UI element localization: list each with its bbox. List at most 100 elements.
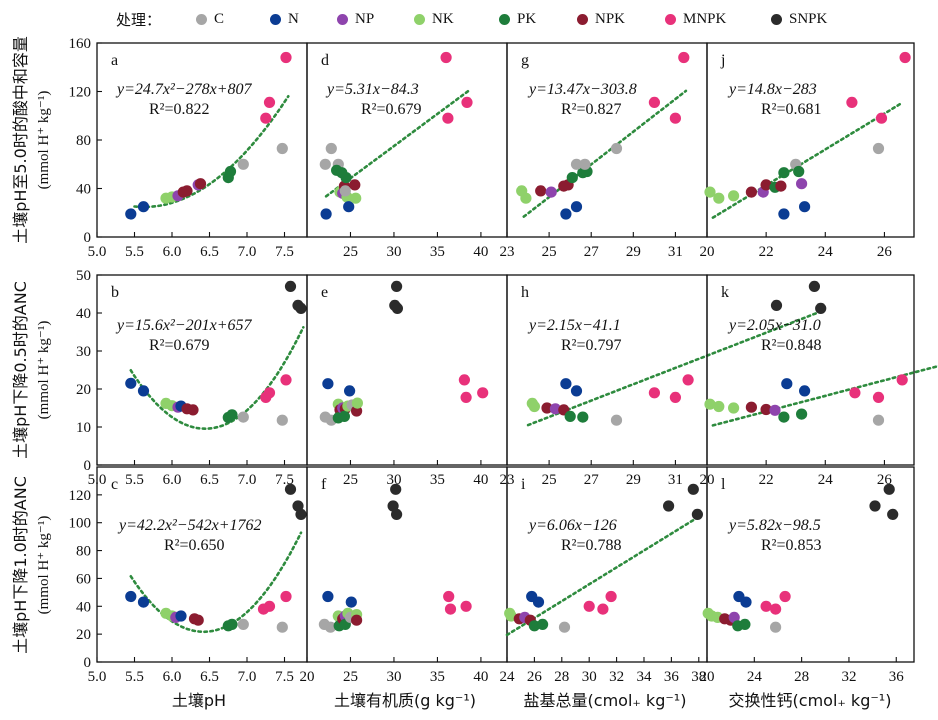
r2-label: R²=0.827 (561, 101, 622, 118)
x-tick-label: 25 (542, 244, 557, 260)
y-tick-label: 120 (69, 85, 92, 101)
data-point-mnpk (849, 387, 861, 399)
x-tick-label: 6.5 (200, 244, 219, 260)
data-point-pk (566, 172, 578, 184)
panel-j: j 20 22 24 26 y=14.8x−283 R²=0.681 (700, 42, 915, 260)
data-point-c (579, 158, 591, 170)
data-point-snpk (883, 483, 895, 495)
fit-line (711, 364, 938, 427)
column-label: 土壤有机质(g kg⁻¹) (334, 691, 476, 710)
data-point-np (796, 178, 808, 190)
y-tick-label: 100 (69, 516, 92, 532)
panel-frame (96, 466, 308, 663)
data-point-npk (351, 614, 363, 626)
legend-item-npk: NPK (577, 8, 625, 30)
data-point-c (610, 142, 623, 155)
data-point-mnpk (678, 51, 690, 64)
data-point-c (339, 185, 351, 197)
x-tick-label: 28 (554, 669, 569, 685)
data-point-pk (739, 618, 751, 631)
data-point-npk (745, 401, 758, 413)
data-point-n (778, 208, 790, 220)
x-tick-label: 7.0 (238, 244, 257, 260)
legend-label: C (214, 10, 225, 27)
data-point-n (322, 590, 334, 603)
x-tick-label: 30 (386, 244, 401, 260)
x-tick-label: 40 (473, 244, 488, 260)
row-label: 土壤pH下降1.0时的ANC (11, 476, 30, 654)
data-point-mnpk (460, 600, 472, 612)
equation-label: y=5.82x−98.5 (727, 517, 821, 534)
legend-item-mnpk: MNPK (665, 8, 726, 30)
data-point-mnpk (263, 96, 276, 108)
data-point-n (570, 385, 583, 397)
column-label: 盐基总量(cmol₊ kg⁻¹) (524, 691, 687, 710)
data-point-c (872, 414, 885, 426)
x-tick-label: 24 (500, 669, 516, 685)
panel-letter: l (721, 476, 726, 493)
x-tick-label: 5.5 (125, 472, 144, 488)
x-tick-label: 7.5 (275, 669, 294, 685)
x-tick-label: 25 (343, 244, 358, 260)
x-tick-label: 36 (889, 669, 905, 685)
equation-label: y=2.15x−41.1 (527, 317, 621, 334)
panel-letter: g (521, 52, 529, 69)
data-point-pk (224, 165, 237, 178)
r2-label: R²=0.679 (361, 101, 422, 118)
data-point-npk (760, 403, 772, 416)
panel-letter: b (111, 284, 119, 301)
data-point-pk (778, 167, 790, 179)
data-point-snpk (391, 508, 403, 520)
data-point-nk (350, 192, 362, 204)
x-tick-label: 5.0 (88, 669, 107, 685)
data-point-mnpk (770, 603, 782, 615)
fit-line (505, 517, 698, 637)
data-point-n (125, 208, 137, 220)
panel-frame (706, 274, 915, 466)
y-tick-label: 0 (84, 458, 92, 474)
y-tick-label: 120 (69, 488, 92, 504)
x-tick-label: 35 (430, 472, 445, 488)
data-point-snpk (295, 508, 307, 520)
data-point-c (276, 621, 288, 633)
x-tick-label: 26 (877, 244, 893, 260)
legend-label: MNPK (683, 10, 727, 27)
data-point-nk (528, 400, 541, 413)
x-tick-label: 24 (818, 472, 834, 488)
panel-letter: c (111, 476, 118, 493)
x-tick-label: 24 (747, 669, 763, 685)
panel-frame (706, 466, 915, 663)
data-point-c (276, 142, 288, 155)
data-point-mnpk (669, 391, 682, 403)
data-point-mnpk (477, 387, 489, 399)
data-point-npk (194, 178, 207, 190)
y-tick-label: 40 (76, 599, 91, 615)
data-point-mnpk (597, 603, 609, 615)
legend-label: NP (355, 10, 375, 27)
row-unit-label: (mmol H⁺ kg⁻¹) (36, 91, 52, 190)
data-point-snpk (284, 483, 297, 495)
data-point-nk (728, 190, 740, 202)
data-point-n (799, 385, 811, 397)
data-point-snpk (887, 508, 899, 520)
r2-label: R²=0.681 (761, 101, 822, 118)
data-point-npk (181, 185, 193, 197)
data-point-mnpk (760, 600, 772, 612)
y-tick-label: 60 (76, 571, 91, 587)
r2-label: R²=0.822 (149, 101, 210, 118)
x-tick-label: 24 (818, 244, 834, 260)
x-tick-label: 5.5 (125, 244, 144, 260)
x-tick-label: 38 (691, 669, 706, 685)
data-point-mnpk (461, 96, 473, 108)
panel-i: i 24 26 28 30 32 34 36 38 y=6.06x−126 R²=0.788 (500, 466, 708, 685)
data-point-snpk (295, 302, 307, 314)
fit-line (129, 325, 305, 431)
panel-d: d 25 30 35 40 y=5.31x−84.3 R²=0.679 (306, 42, 508, 260)
data-point-c (237, 411, 249, 423)
data-point-mnpk (846, 96, 858, 108)
data-point-mnpk (583, 600, 595, 612)
legend-label: SNPK (789, 10, 828, 27)
data-point-mnpk (669, 112, 682, 124)
data-point-npk (775, 180, 787, 192)
